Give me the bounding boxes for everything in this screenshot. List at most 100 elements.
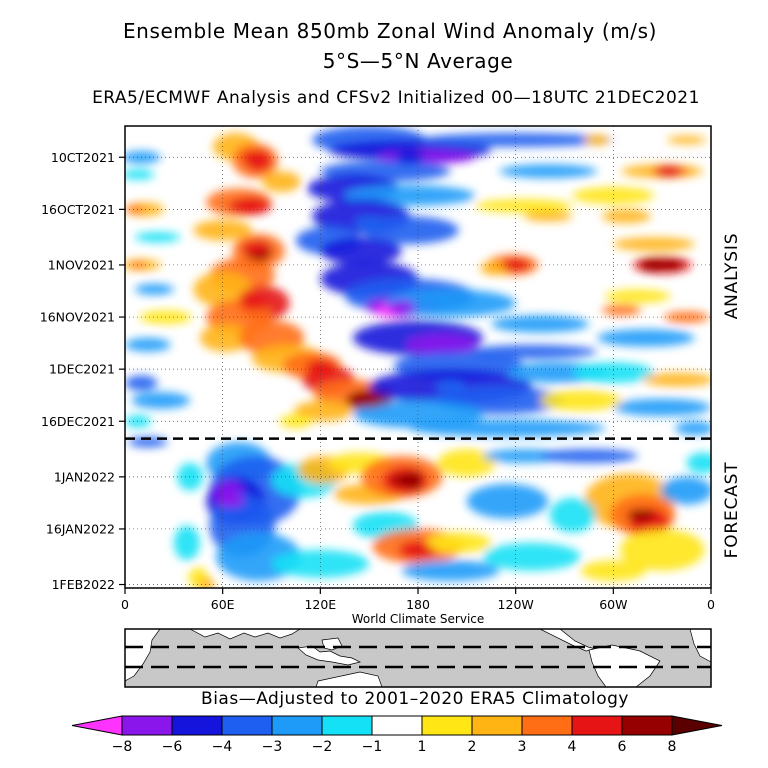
- anomaly-cell: [466, 344, 597, 359]
- colorbar-label: 1: [418, 739, 427, 755]
- anomaly-cell: [271, 549, 370, 578]
- anomaly-cell: [613, 398, 711, 417]
- anomaly-cell: [173, 525, 200, 561]
- colorbar-label: 4: [568, 739, 577, 755]
- anomaly-cell: [199, 324, 252, 352]
- anomaly-cell: [675, 421, 711, 436]
- anomaly-cell: [523, 211, 573, 222]
- anomaly-cell: [125, 151, 161, 164]
- anomaly-cell: [279, 414, 313, 429]
- anomaly-cell: [605, 289, 671, 304]
- anomaly-cell: [361, 216, 459, 245]
- colorbar-label: −4: [212, 739, 233, 755]
- anomaly-cell: [125, 169, 155, 180]
- anomaly-cell: [597, 329, 695, 347]
- colorbar-box: [621, 715, 673, 736]
- colorbar-box: [271, 715, 323, 736]
- feature-core-westerly: [627, 509, 655, 522]
- anomaly-cell: [125, 375, 158, 391]
- anomaly-cell: [540, 390, 622, 411]
- chart-title: Ensemble Mean 850mb Zonal Wind Anomaly (…: [123, 19, 657, 43]
- anomaly-cell: [540, 449, 638, 463]
- anomaly-cell: [602, 304, 641, 316]
- colorbar-box: [421, 715, 473, 736]
- anomaly-cell: [686, 452, 711, 474]
- feature-core-westerly: [355, 394, 384, 407]
- colorbar-box: [221, 715, 273, 736]
- anomaly-cell: [401, 560, 500, 581]
- anomaly-cell: [572, 186, 654, 205]
- y-tick-label: 16DEC2021: [41, 414, 115, 429]
- colorbar-label: −2: [312, 739, 333, 755]
- label-analysis: ANALYSIS: [722, 233, 742, 320]
- x-tick-label: 60W: [599, 597, 627, 612]
- anomaly-cell: [177, 462, 204, 491]
- y-tick-label: 1FEB2022: [52, 577, 115, 592]
- anomaly-cell: [613, 237, 695, 252]
- y-axis: 10CT2021 16OCT2021 1NOV2021 16NOV2021 1DEC20…: [40, 150, 125, 592]
- feature-core-easterly: [355, 217, 384, 230]
- feature-core-easterly: [387, 300, 416, 313]
- x-tick-label: 0: [707, 597, 715, 612]
- anomaly-cell: [584, 134, 611, 146]
- anomaly-cell: [663, 311, 710, 323]
- anomaly-cell: [660, 476, 711, 505]
- colorbar-label: −1: [362, 739, 383, 755]
- australia-land: [315, 671, 383, 687]
- colorbar-label: 8: [668, 739, 677, 755]
- colorbar-label: −8: [112, 739, 133, 755]
- colorbar-box: [171, 715, 223, 736]
- colorbar-label: 3: [518, 739, 527, 755]
- feature-core-westerly: [501, 258, 530, 271]
- map-inset: [124, 628, 712, 688]
- heatmap-field: [125, 126, 711, 588]
- anomaly-cell: [409, 419, 606, 437]
- asia-land: [189, 629, 301, 640]
- anomaly-cell: [193, 271, 252, 307]
- colorbar-label: −6: [162, 739, 183, 755]
- anomaly-cell: [125, 205, 145, 214]
- anomaly-cell: [320, 237, 402, 265]
- anomaly-cell: [491, 315, 589, 333]
- anomaly-cell: [642, 372, 711, 387]
- feature-core-westerly: [228, 199, 257, 212]
- anomaly-cell: [602, 209, 651, 224]
- colorbar-box: [321, 715, 373, 736]
- anomaly-cell: [294, 400, 353, 422]
- y-tick-label: 16JAN2022: [46, 521, 115, 536]
- x-tick-label: 60E: [211, 597, 235, 612]
- anomaly-cell: [483, 449, 565, 463]
- colorbar: −8 −6 −4 −3 −2 −1 1 2 3 4 6 8: [71, 715, 723, 755]
- x-tick-label: 120E: [304, 597, 336, 612]
- anomaly-cell: [406, 334, 479, 356]
- maritime-continent: [297, 645, 362, 666]
- anomaly-cell: [261, 171, 301, 193]
- colorbar-box: [521, 715, 573, 736]
- anomaly-cell: [426, 532, 492, 554]
- colorbar-label: 2: [468, 739, 477, 755]
- west-africa-land: [689, 629, 711, 663]
- y-tick-label: 16OCT2021: [41, 202, 115, 217]
- anomaly-cell: [418, 133, 614, 147]
- anomaly-cell: [572, 362, 654, 383]
- feature-core-westerly: [391, 474, 419, 487]
- chart-subtitle: 5°S—5°N Average: [323, 49, 514, 73]
- colorbar-min-arrow: [71, 715, 123, 736]
- anomaly-cell: [475, 199, 573, 213]
- feature-core-easterly: [436, 380, 465, 393]
- y-tick-label: 1DEC2021: [49, 362, 115, 377]
- feature-core-westerly: [241, 151, 270, 164]
- x-tick-label: 180: [406, 597, 430, 612]
- anomaly-cell: [437, 449, 497, 477]
- colorbar-label: 6: [618, 739, 627, 755]
- anomaly-cell: [619, 529, 705, 571]
- y-tick-label: 10CT2021: [51, 150, 115, 165]
- colorbar-box: [471, 715, 523, 736]
- colorbar-box: [121, 715, 173, 736]
- feature-core-westerly: [404, 543, 432, 556]
- anomaly-cell: [549, 497, 596, 533]
- credit-text: World Climate Service: [352, 612, 485, 626]
- feature-core-westerly: [241, 241, 270, 254]
- anomaly-cell: [198, 577, 215, 588]
